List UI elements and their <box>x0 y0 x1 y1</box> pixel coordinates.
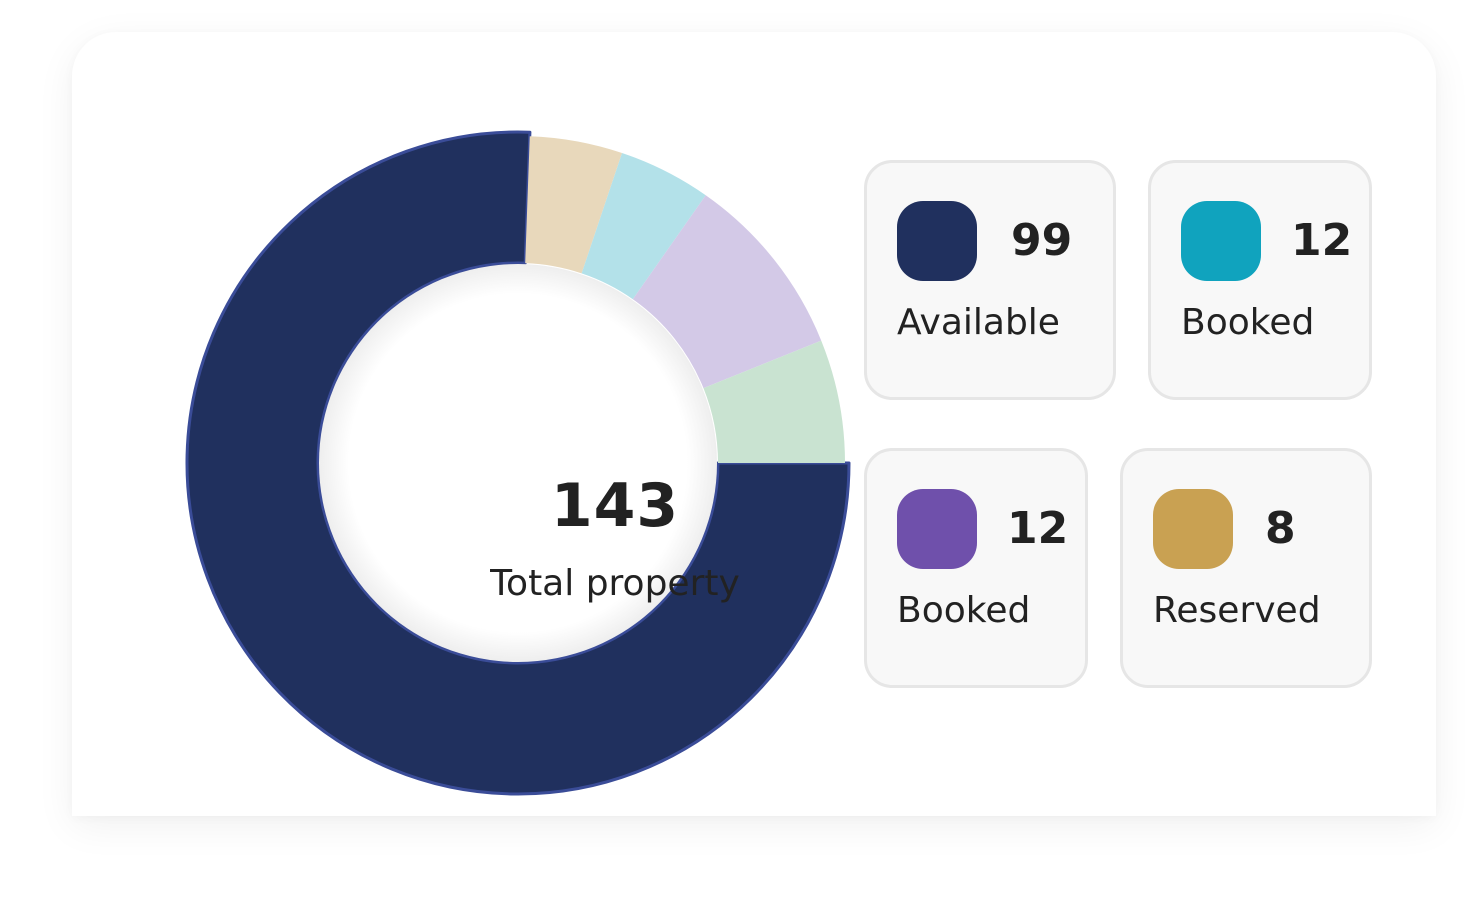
legend-value: 12 <box>1291 215 1353 266</box>
legend-label: Booked <box>1181 302 1315 343</box>
donut-hole <box>319 264 717 662</box>
donut-slice-0 <box>185 130 851 796</box>
donut-chart-svg <box>185 130 851 796</box>
legend-tile-available[interactable]: 99 Available <box>864 160 1116 400</box>
legend-swatch <box>1153 489 1233 569</box>
legend-tile-booked-2[interactable]: 12 Booked <box>864 448 1088 688</box>
total-label: Total property <box>490 563 740 604</box>
legend-label: Reserved <box>1153 590 1321 631</box>
legend-label: Available <box>897 302 1060 343</box>
property-summary-card: 143 Total property 99 Available 12 Booke… <box>72 32 1436 816</box>
total-value: 143 <box>550 471 680 541</box>
legend-label: Booked <box>897 590 1031 631</box>
donut-slice-2 <box>581 152 706 300</box>
donut-slice-4 <box>703 340 845 463</box>
donut-slice-1 <box>525 136 623 274</box>
legend-swatch <box>1181 201 1261 281</box>
legend-value: 99 <box>1011 215 1073 266</box>
donut-slice-3 <box>632 195 822 389</box>
legend-tile-reserved[interactable]: 8 Reserved <box>1120 448 1372 688</box>
legend-swatch <box>897 201 977 281</box>
legend-value: 12 <box>1007 503 1069 554</box>
legend-tile-booked[interactable]: 12 Booked <box>1148 160 1372 400</box>
donut-chart: 143 Total property <box>172 122 872 812</box>
legend-swatch <box>897 489 977 569</box>
legend-value: 8 <box>1265 503 1296 554</box>
